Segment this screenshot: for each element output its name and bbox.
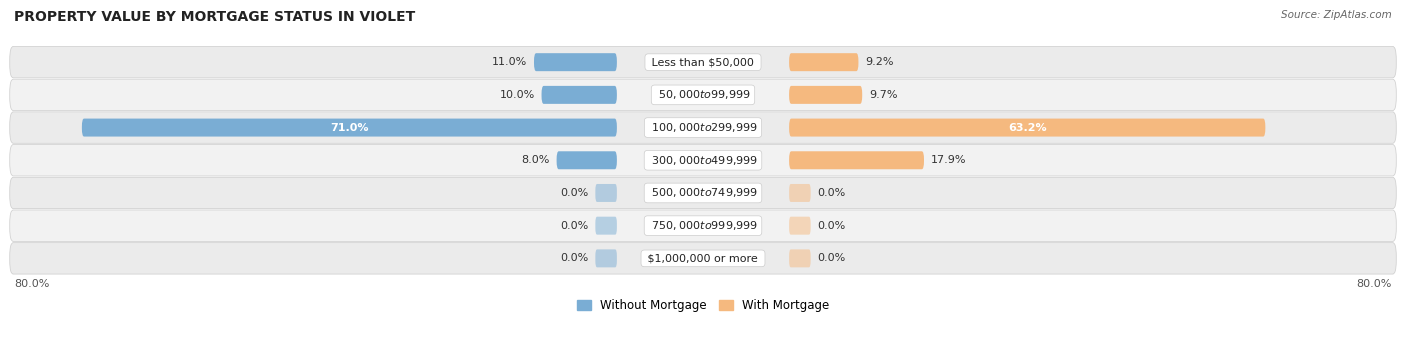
Text: $100,000 to $299,999: $100,000 to $299,999 <box>648 121 758 134</box>
FancyBboxPatch shape <box>10 243 1396 274</box>
FancyBboxPatch shape <box>10 46 1396 78</box>
Text: 11.0%: 11.0% <box>492 57 527 67</box>
FancyBboxPatch shape <box>595 184 617 202</box>
FancyBboxPatch shape <box>789 53 859 71</box>
Text: $300,000 to $499,999: $300,000 to $499,999 <box>648 154 758 167</box>
FancyBboxPatch shape <box>10 112 1396 143</box>
FancyBboxPatch shape <box>557 151 617 169</box>
FancyBboxPatch shape <box>789 151 924 169</box>
FancyBboxPatch shape <box>789 119 1265 136</box>
Text: $1,000,000 or more: $1,000,000 or more <box>644 253 762 263</box>
Text: Less than $50,000: Less than $50,000 <box>648 57 758 67</box>
FancyBboxPatch shape <box>595 217 617 235</box>
FancyBboxPatch shape <box>595 249 617 267</box>
FancyBboxPatch shape <box>10 79 1396 110</box>
Text: 63.2%: 63.2% <box>1008 122 1046 133</box>
Legend: Without Mortgage, With Mortgage: Without Mortgage, With Mortgage <box>572 294 834 317</box>
Text: 9.7%: 9.7% <box>869 90 897 100</box>
Text: 17.9%: 17.9% <box>931 155 966 165</box>
FancyBboxPatch shape <box>789 217 811 235</box>
Text: 80.0%: 80.0% <box>14 279 49 288</box>
Text: Source: ZipAtlas.com: Source: ZipAtlas.com <box>1281 10 1392 20</box>
Text: 80.0%: 80.0% <box>1357 279 1392 288</box>
Text: 71.0%: 71.0% <box>330 122 368 133</box>
Text: 8.0%: 8.0% <box>522 155 550 165</box>
FancyBboxPatch shape <box>789 86 862 104</box>
Text: 9.2%: 9.2% <box>865 57 894 67</box>
FancyBboxPatch shape <box>789 249 811 267</box>
Text: PROPERTY VALUE BY MORTGAGE STATUS IN VIOLET: PROPERTY VALUE BY MORTGAGE STATUS IN VIO… <box>14 10 415 24</box>
Text: 0.0%: 0.0% <box>560 253 589 263</box>
FancyBboxPatch shape <box>789 184 811 202</box>
FancyBboxPatch shape <box>10 177 1396 209</box>
FancyBboxPatch shape <box>541 86 617 104</box>
Text: 0.0%: 0.0% <box>817 253 846 263</box>
Text: 0.0%: 0.0% <box>560 188 589 198</box>
Text: $750,000 to $999,999: $750,000 to $999,999 <box>648 219 758 232</box>
Text: 10.0%: 10.0% <box>499 90 534 100</box>
FancyBboxPatch shape <box>10 210 1396 241</box>
FancyBboxPatch shape <box>10 145 1396 176</box>
Text: 0.0%: 0.0% <box>560 221 589 231</box>
FancyBboxPatch shape <box>534 53 617 71</box>
Text: $500,000 to $749,999: $500,000 to $749,999 <box>648 187 758 199</box>
FancyBboxPatch shape <box>82 119 617 136</box>
Text: 0.0%: 0.0% <box>817 188 846 198</box>
Text: 0.0%: 0.0% <box>817 221 846 231</box>
Text: $50,000 to $99,999: $50,000 to $99,999 <box>655 88 751 101</box>
